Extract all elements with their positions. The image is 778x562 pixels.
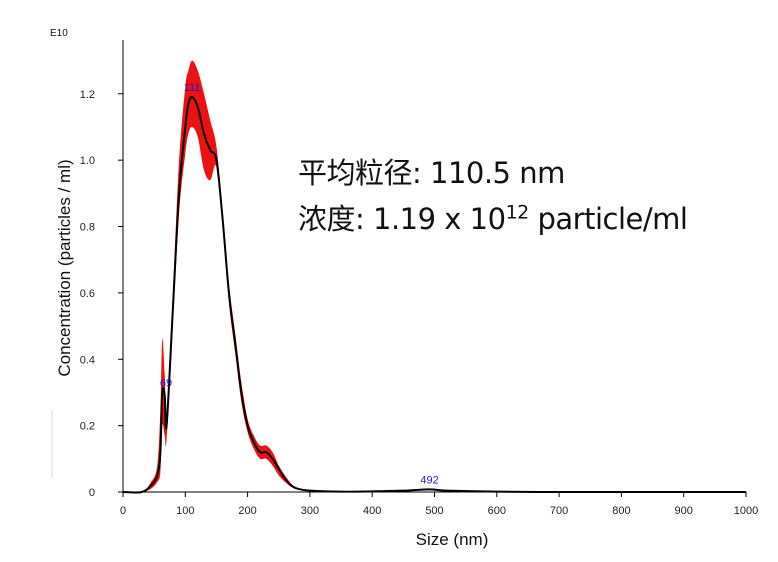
- x-axis-title: Size (nm): [416, 530, 489, 549]
- concentration-prefix: 浓度: 1.19 x 10: [298, 202, 506, 236]
- x-tick-label: 200: [238, 505, 256, 517]
- concentration-annotation: 浓度: 1.19 x 1012 particle/ml: [298, 196, 688, 238]
- peak-label: 69: [160, 377, 172, 389]
- mean-size-text: 平均粒径: 110.5 nm: [298, 156, 565, 190]
- y-tick-label: 0.8: [80, 222, 95, 234]
- y-tick-label: 0.6: [80, 288, 95, 300]
- x-tick-label: 700: [550, 505, 568, 517]
- x-tick-label: 900: [675, 505, 693, 517]
- x-tick-label: 400: [363, 505, 381, 517]
- y-tick-label: 1.2: [80, 89, 95, 101]
- y-tick-label: 0.4: [80, 354, 95, 366]
- mean-size-annotation: 平均粒径: 110.5 nm: [298, 150, 565, 192]
- x-tick-label: 300: [301, 505, 319, 517]
- peak-labels: 69 111 492: [160, 82, 439, 486]
- x-tick-label: 0: [120, 505, 126, 517]
- x-tick-label: 600: [488, 505, 506, 517]
- x-tick-label: 500: [425, 505, 443, 517]
- y-tick-label: 1.0: [80, 155, 95, 167]
- x-tick-label: 800: [612, 505, 630, 517]
- x-tick-label: 1000: [734, 505, 758, 517]
- axes: [51, 40, 746, 493]
- y-axis-title: Concentration (particles / ml): [55, 159, 74, 376]
- concentration-exponent: 12: [505, 201, 530, 224]
- error-band: [123, 60, 746, 493]
- concentration-suffix: particle/ml: [528, 202, 688, 236]
- concentration-curve: [122, 96, 746, 494]
- x-tick-label: 100: [176, 505, 194, 517]
- peak-label: 111: [184, 82, 201, 94]
- y-tick-label: 0.2: [80, 421, 95, 433]
- y-tick-label: 0: [89, 487, 95, 499]
- y-exponent-label: E10: [50, 28, 68, 39]
- tick-labels: 0 100 200 300 400 500 600 700 800 900 1000 0 0.2 0.4 0…: [80, 89, 759, 517]
- peak-label: 492: [420, 474, 438, 486]
